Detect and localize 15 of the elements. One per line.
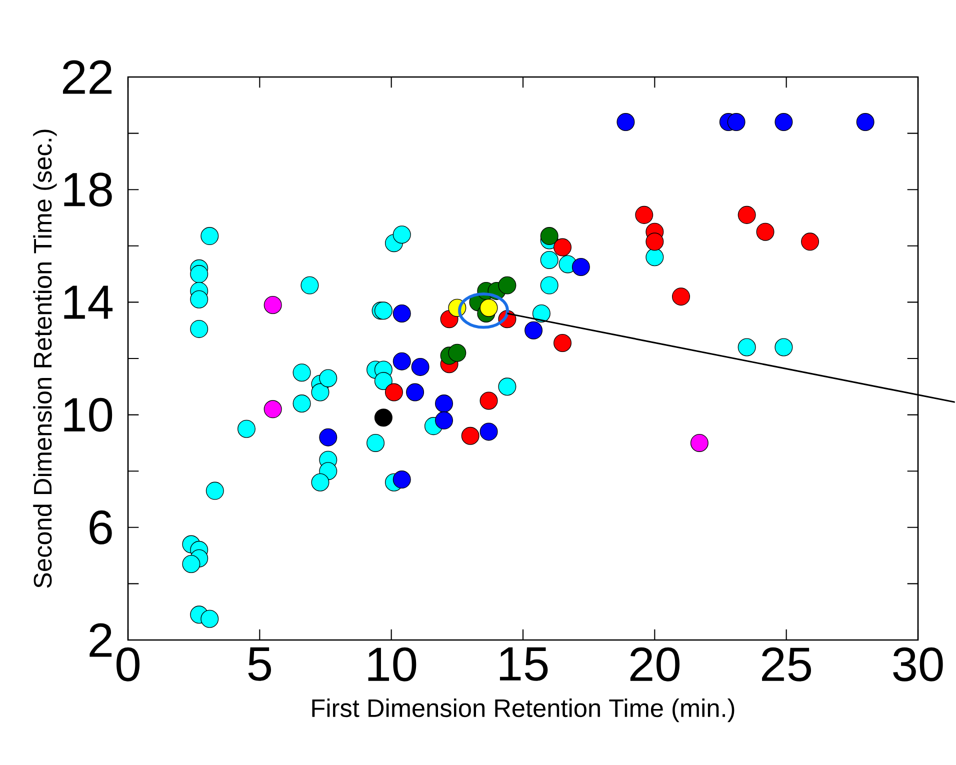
x-tick-label: 20 <box>630 647 680 682</box>
x-tick-label: 25 <box>762 647 812 682</box>
y-tick-label: 14 <box>64 286 113 319</box>
x-tick-label: 10 <box>368 647 416 682</box>
x-tick-label: 0 <box>116 647 140 682</box>
y-axis-title: Second Dimension Retention Time (sec.) <box>33 130 57 588</box>
y-tick-label: 2 <box>90 623 112 657</box>
y-tick-label: 22 <box>62 60 112 94</box>
x-tick-label: 15 <box>500 647 548 681</box>
x-axis-title: First Dimension Retention Time (min.) <box>312 698 734 722</box>
y-tick-label: 10 <box>64 398 112 432</box>
x-tick-label: 30 <box>893 647 943 682</box>
y-tick-label: 6 <box>90 510 112 544</box>
y-tick-label: 18 <box>64 172 112 207</box>
x-tick-label: 5 <box>248 647 271 681</box>
